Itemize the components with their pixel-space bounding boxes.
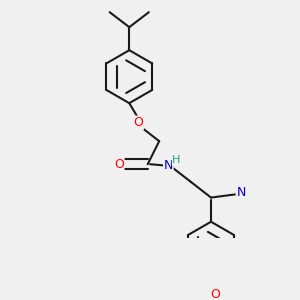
Text: O: O <box>134 116 143 129</box>
Text: O: O <box>114 158 124 171</box>
Text: H: H <box>172 154 181 165</box>
Text: N: N <box>236 187 246 200</box>
Text: O: O <box>211 288 220 300</box>
Text: N: N <box>164 159 173 172</box>
